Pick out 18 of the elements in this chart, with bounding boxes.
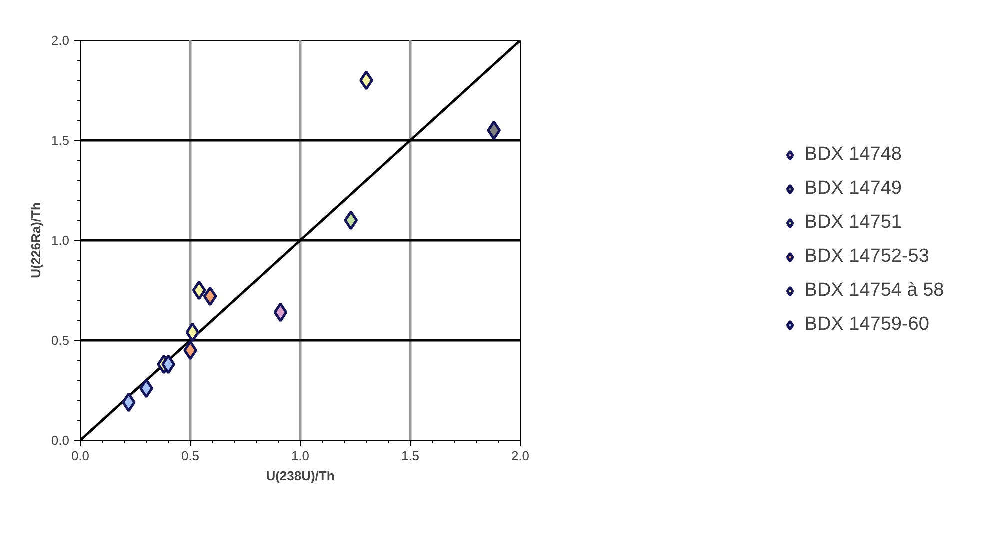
legend-label: BDX 14759-60 bbox=[804, 314, 930, 336]
legend-label: BDX 14754 à 58 bbox=[804, 280, 944, 302]
legend-label: BDX 14752-53 bbox=[804, 246, 930, 268]
y-tick-label: 0.5 bbox=[51, 333, 70, 348]
legend-label: BDX 14748 bbox=[804, 144, 902, 166]
y-axis-title: U(226Ra)/Th bbox=[28, 202, 44, 278]
y-tick-label: 2.0 bbox=[51, 33, 70, 48]
x-tick-label: 0.0 bbox=[71, 448, 90, 464]
y-tick-label: 1.0 bbox=[51, 233, 70, 248]
y-tick-label: 0.0 bbox=[51, 433, 70, 448]
x-tick-label: 1.0 bbox=[291, 448, 310, 464]
y-tick-label: 1.5 bbox=[51, 133, 70, 148]
x-tick-label: 1.5 bbox=[401, 448, 420, 464]
x-tick-label: 2.0 bbox=[511, 448, 530, 464]
x-tick-label: 0.5 bbox=[181, 448, 200, 464]
legend-label: BDX 14749 bbox=[804, 178, 902, 200]
legend-label: BDX 14751 bbox=[804, 212, 902, 234]
x-axis-title: U(238U)/Th bbox=[266, 468, 335, 484]
